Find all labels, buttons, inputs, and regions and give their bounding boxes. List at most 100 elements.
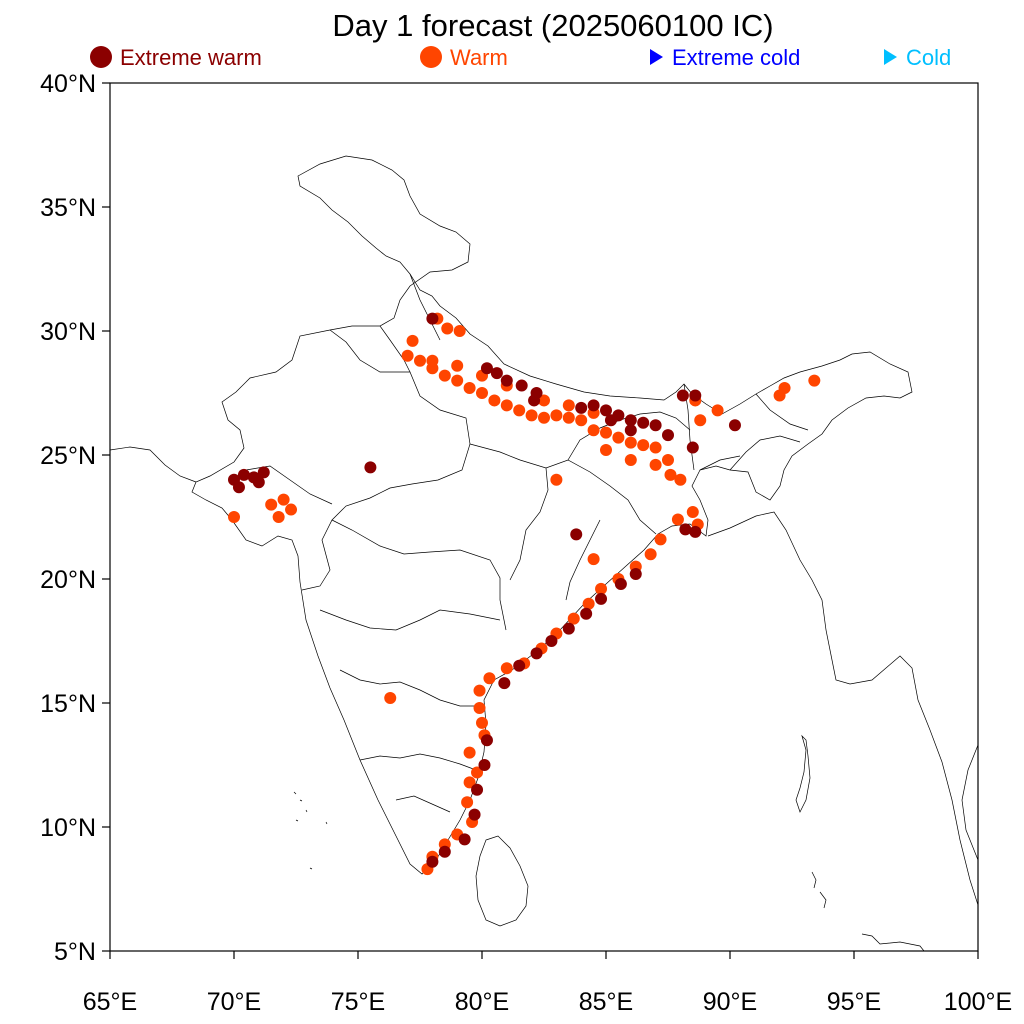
- point-warm: [500, 662, 513, 675]
- point-extreme-warm: [689, 525, 702, 538]
- point-extreme-warm: [232, 481, 245, 494]
- point-warm: [451, 359, 464, 372]
- point-extreme-warm: [237, 468, 250, 481]
- point-warm: [562, 411, 575, 424]
- point-warm: [550, 473, 563, 486]
- map-frame: [109, 82, 979, 952]
- point-extreme-warm: [629, 568, 642, 581]
- point-warm: [473, 684, 486, 697]
- legend-label-warm: Warm: [450, 45, 508, 70]
- geography-outlines: [109, 155, 979, 952]
- myanmar-coast: [707, 511, 979, 906]
- point-extreme-warm: [478, 759, 491, 771]
- legend-symbol-cold: [884, 49, 897, 65]
- point-warm: [272, 511, 285, 523]
- y-tick-label: 10°N: [40, 814, 96, 842]
- point-warm: [773, 389, 786, 402]
- point-warm: [488, 394, 501, 407]
- point-warm: [471, 766, 484, 779]
- point-extreme-warm: [649, 419, 662, 432]
- point-warm: [483, 672, 496, 685]
- point-warm: [567, 612, 580, 625]
- point-warm: [476, 387, 488, 399]
- point-warm: [285, 503, 298, 516]
- point-extreme-warm: [562, 622, 575, 635]
- malay-coast: [861, 933, 925, 952]
- point-extreme-warm: [570, 528, 583, 541]
- y-tick-label: 40°N: [40, 70, 96, 98]
- point-warm: [711, 404, 724, 417]
- point-extreme-warm: [728, 419, 741, 432]
- legend-label-cold: Cold: [906, 45, 951, 70]
- point-extreme-warm: [515, 379, 528, 392]
- y-tick-label: 25°N: [40, 442, 96, 470]
- point-extreme-warm: [587, 399, 600, 412]
- point-extreme-warm: [426, 855, 439, 868]
- point-warm: [463, 776, 476, 789]
- point-warm: [562, 399, 575, 412]
- chart-title: Day 1 forecast (2025060100 IC): [332, 8, 773, 43]
- point-extreme-warm: [580, 607, 593, 620]
- point-warm: [649, 441, 662, 454]
- point-warm: [473, 701, 486, 714]
- point-warm: [406, 334, 419, 347]
- point-warm: [525, 409, 538, 422]
- point-extreme-warm: [575, 401, 588, 414]
- x-tick-label: 100°E: [944, 988, 1012, 1016]
- point-warm: [582, 597, 595, 610]
- point-warm: [461, 796, 474, 809]
- point-warm: [587, 553, 600, 566]
- point-warm: [694, 414, 707, 427]
- point-warm: [674, 473, 687, 486]
- point-extreme-warm: [471, 783, 484, 796]
- point-extreme-warm: [686, 441, 699, 454]
- x-tick-label: 70°E: [207, 988, 261, 1016]
- point-warm: [438, 369, 451, 382]
- x-tick-label: 65°E: [83, 988, 137, 1016]
- point-extreme-warm: [498, 677, 511, 690]
- point-warm: [401, 349, 414, 362]
- point-warm: [624, 453, 637, 466]
- legend-label-extreme-warm: Extreme warm: [120, 45, 262, 70]
- point-warm: [453, 325, 466, 337]
- point-warm: [513, 404, 526, 417]
- nicobar-islands: [811, 871, 827, 909]
- india-outline: [191, 155, 913, 875]
- point-extreme-warm: [624, 424, 637, 437]
- point-extreme-warm: [604, 414, 617, 427]
- data-points: [228, 312, 821, 876]
- point-warm: [414, 354, 426, 367]
- y-tick-label: 30°N: [40, 318, 96, 346]
- point-warm: [600, 426, 612, 439]
- point-warm: [426, 354, 439, 367]
- point-extreme-warm: [257, 466, 270, 479]
- point-extreme-warm: [468, 808, 481, 821]
- point-warm: [575, 414, 588, 427]
- y-tick-label: 35°N: [40, 194, 96, 222]
- point-warm: [644, 548, 657, 561]
- point-warm: [654, 533, 667, 546]
- point-extreme-warm: [595, 592, 608, 605]
- x-tick-label: 95°E: [827, 988, 881, 1016]
- point-warm: [550, 409, 563, 422]
- thailand-coast: [961, 744, 979, 861]
- legend-symbol-extreme-warm: [90, 46, 112, 68]
- point-extreme-warm: [480, 362, 493, 375]
- axis-ticks: 65°E 70°E 75°E 80°E 85°E 90°E 95°E 100°E 5°N 10°N…: [40, 70, 1012, 1016]
- x-tick-label: 75°E: [331, 988, 385, 1016]
- point-extreme-warm: [545, 635, 558, 647]
- point-extreme-warm: [364, 461, 377, 474]
- point-warm: [277, 493, 290, 506]
- point-warm: [228, 511, 240, 523]
- point-extreme-warm: [513, 659, 526, 672]
- point-warm: [500, 399, 513, 412]
- point-warm: [595, 582, 608, 595]
- x-tick-label: 80°E: [455, 988, 509, 1016]
- point-extreme-warm: [679, 523, 692, 536]
- legend-symbol-warm: [420, 46, 442, 68]
- legend: Extreme warm Warm Extreme cold Cold: [90, 45, 951, 70]
- point-warm: [463, 382, 476, 395]
- point-warm: [538, 411, 550, 424]
